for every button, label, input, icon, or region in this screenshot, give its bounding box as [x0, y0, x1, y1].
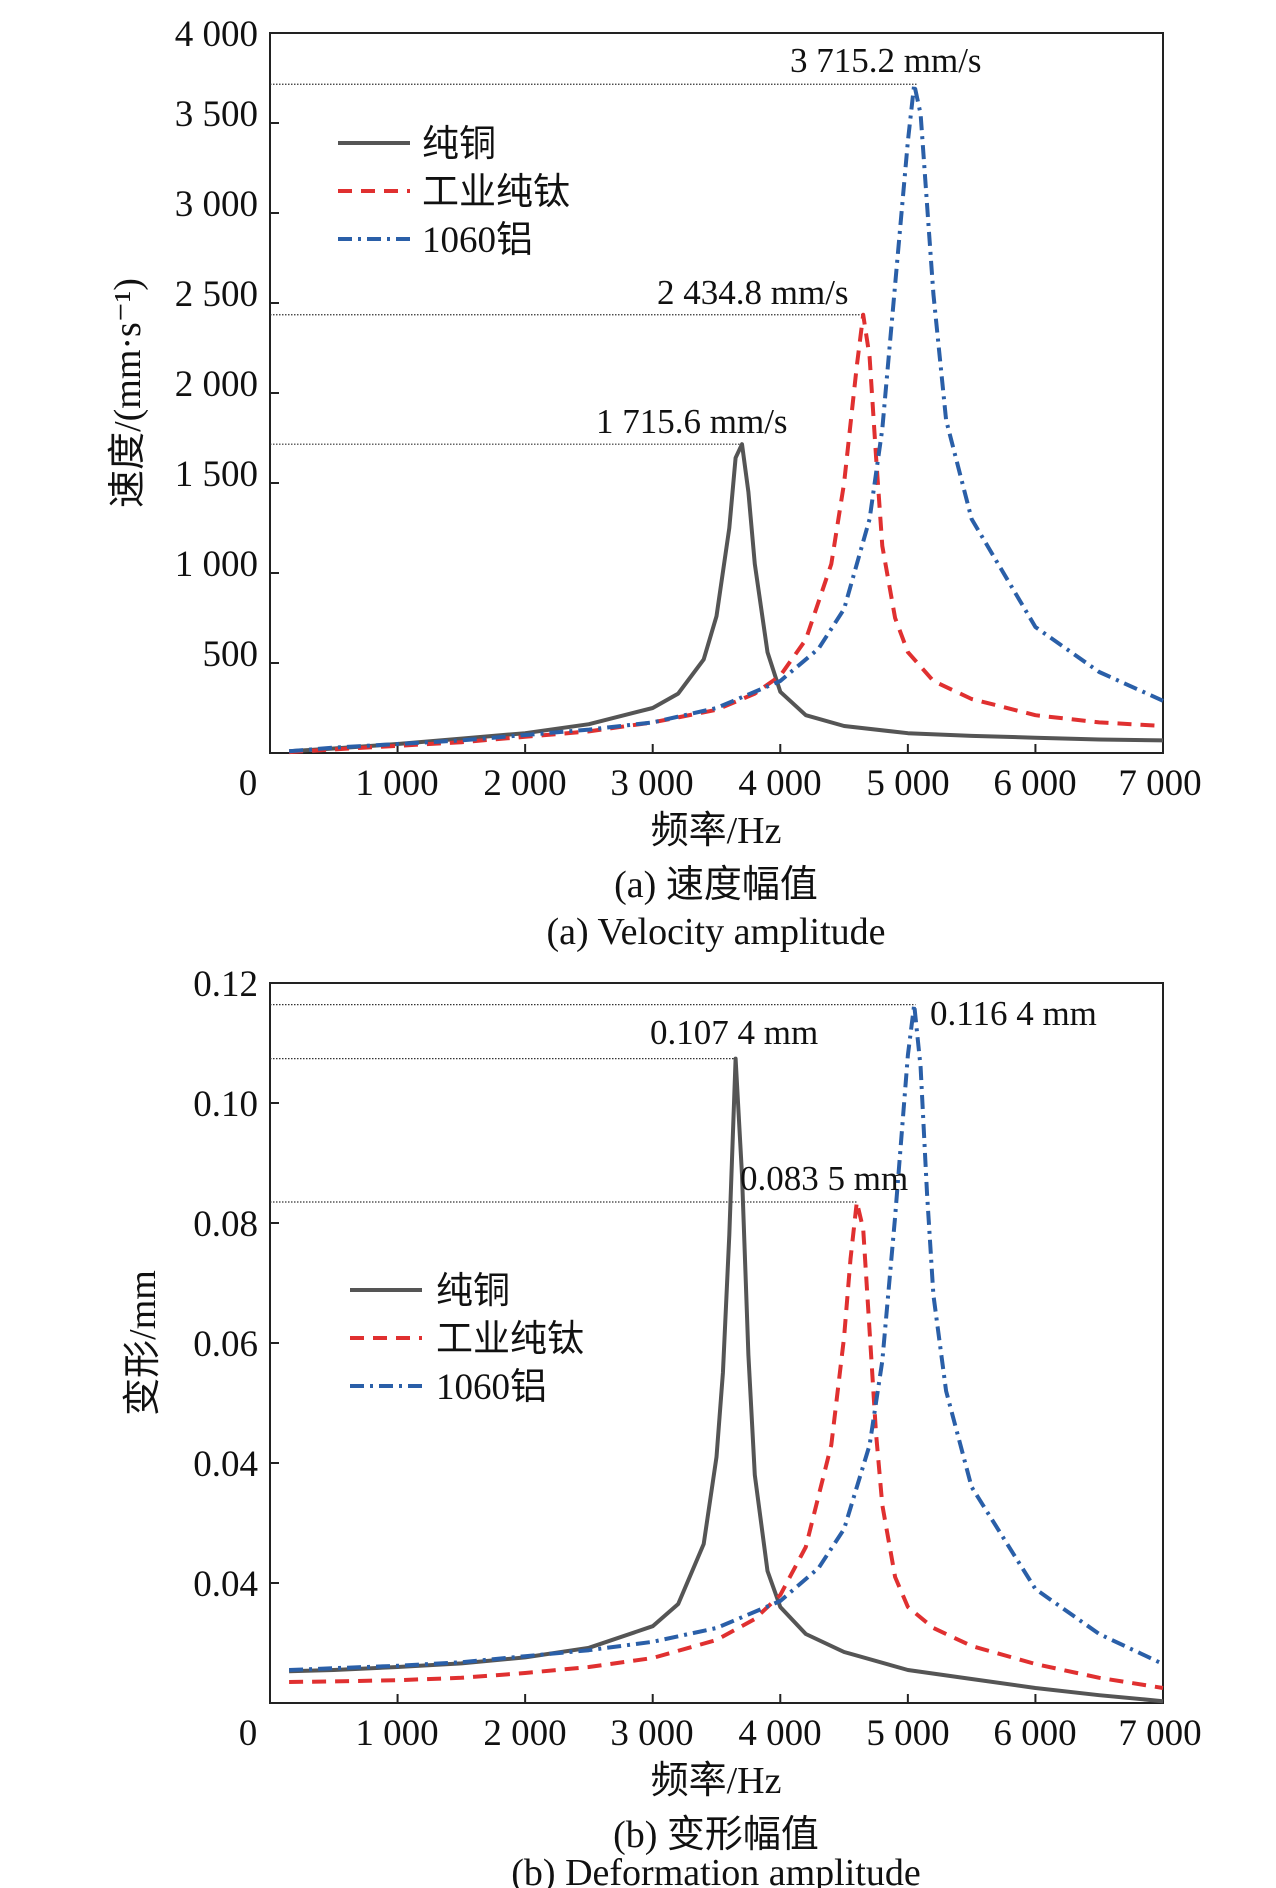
deformation-chart: 0.04 0.04 0.06 0.08 0.10 0.12 0 1 000 2 … [122, 964, 1202, 1888]
y-tick-label: 4 000 [175, 14, 258, 55]
y-tick-label: 0.04 [193, 1564, 258, 1605]
caption-cn: (a) 速度幅值 [614, 864, 818, 906]
legend-label: 工业纯钛 [436, 1318, 584, 1360]
velocity-chart: 500 1 000 1 500 2 000 2 500 3 000 3 500 … [107, 14, 1202, 953]
plot-frame [269, 982, 1164, 1704]
series-line-copper [289, 1056, 1164, 1704]
y-tick-label: 1 500 [175, 454, 258, 495]
y-tick-label: 0.04 [193, 1444, 258, 1485]
series-line-titanium [289, 1200, 1164, 1690]
legend-label: 纯铜 [436, 1270, 510, 1312]
series-line-aluminum [289, 1002, 1164, 1672]
y-tick-label: 1 000 [175, 544, 258, 585]
x-tick-label: 0 [239, 763, 258, 804]
x-tick-label: 7 000 [1118, 1713, 1201, 1754]
x-tick-label: 6 000 [993, 1713, 1076, 1754]
legend: 纯铜 工业纯钛 1060铝 [338, 123, 570, 261]
y-tick-label: 0.12 [193, 964, 258, 1005]
y-tick-label: 0.06 [193, 1324, 258, 1365]
x-tick-label: 7 000 [1118, 763, 1201, 804]
y-tick-label: 2 000 [175, 364, 258, 405]
x-tick-label: 3 000 [610, 763, 693, 804]
series-lines [289, 1002, 1164, 1704]
y-tick-label: 0.10 [193, 1084, 258, 1125]
x-tick-label: 6 000 [993, 763, 1076, 804]
peak-annotation: 3 715.2 mm/s [790, 41, 982, 80]
series-line-aluminum [288, 82, 1164, 754]
legend: 纯铜 工业纯钛 1060铝 [350, 1270, 584, 1408]
peak-annotation: 2 434.8 mm/s [657, 273, 849, 312]
x-tick-label: 5 000 [866, 1713, 949, 1754]
y-tick-label: 3 500 [175, 94, 258, 135]
x-tick-label: 2 000 [483, 1713, 566, 1754]
y-axis-label: 变形/mm [122, 1270, 164, 1416]
legend-label: 1060铝 [422, 220, 533, 261]
x-tick-label: 4 000 [738, 1713, 821, 1754]
peak-annotation: 0.107 4 mm [650, 1013, 818, 1052]
series-lines [288, 82, 1164, 755]
y-tick-label: 2 500 [175, 274, 258, 315]
caption-en: (a) Velocity amplitude [546, 911, 885, 953]
x-tick-label: 2 000 [483, 763, 566, 804]
y-tick-label: 0.08 [193, 1204, 258, 1245]
x-tick-label: 1 000 [355, 763, 438, 804]
y-tick-label: 500 [203, 634, 259, 675]
peak-annotation: 0.083 5 mm [740, 1159, 908, 1198]
tick-marks [270, 1102, 1037, 1703]
tick-marks [270, 122, 1037, 753]
caption-en: (b) Deformation amplitude [511, 1852, 920, 1888]
x-tick-label: 4 000 [738, 763, 821, 804]
series-line-copper [288, 442, 1164, 754]
y-tick-label: 3 000 [175, 184, 258, 225]
x-tick-label: 5 000 [866, 763, 949, 804]
legend-label: 工业纯钛 [422, 171, 570, 213]
series-line-titanium [288, 312, 1164, 755]
x-tick-label: 1 000 [355, 1713, 438, 1754]
y-axis-label: 速度/(mm·s⁻¹) [107, 278, 149, 508]
peak-guide-lines [270, 1003, 916, 1203]
legend-label: 纯铜 [422, 123, 496, 165]
peak-annotation: 1 715.6 mm/s [596, 402, 788, 441]
peak-guide-lines [270, 83, 917, 445]
peak-annotation: 0.116 4 mm [930, 994, 1097, 1033]
caption-cn: (b) 变形幅值 [613, 1814, 819, 1856]
x-axis-label: 频率/Hz [651, 1760, 782, 1802]
x-tick-label: 0 [239, 1713, 258, 1754]
legend-label: 1060铝 [436, 1367, 547, 1408]
x-tick-label: 3 000 [610, 1713, 693, 1754]
x-axis-label: 频率/Hz [651, 810, 782, 852]
